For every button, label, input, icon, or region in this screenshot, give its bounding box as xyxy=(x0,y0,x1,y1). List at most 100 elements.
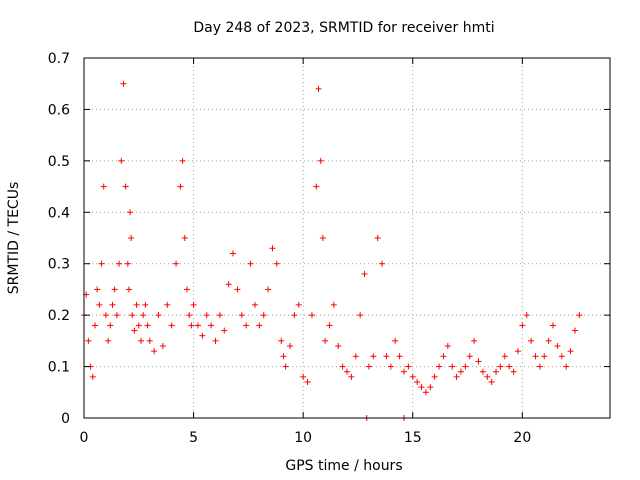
data-points xyxy=(81,80,583,421)
data-point xyxy=(184,286,191,293)
data-point xyxy=(528,337,535,344)
data-point xyxy=(449,363,456,370)
data-point xyxy=(352,353,359,360)
data-point xyxy=(571,327,578,334)
data-point xyxy=(100,183,107,190)
data-point xyxy=(221,327,228,334)
data-point xyxy=(392,337,399,344)
data-point xyxy=(484,373,491,380)
data-point xyxy=(125,286,132,293)
data-point xyxy=(466,353,473,360)
y-tick-label: 0.4 xyxy=(48,205,70,221)
data-point xyxy=(203,312,210,319)
data-point xyxy=(322,337,329,344)
y-tick-label: 0.1 xyxy=(48,360,70,376)
y-tick-label: 0.5 xyxy=(48,154,70,170)
data-point xyxy=(370,353,377,360)
data-point xyxy=(137,337,144,344)
data-point xyxy=(563,363,570,370)
data-point xyxy=(357,312,364,319)
data-point xyxy=(140,312,147,319)
data-point xyxy=(506,363,513,370)
data-point xyxy=(179,157,186,164)
data-point xyxy=(514,348,521,355)
data-point xyxy=(177,183,184,190)
data-point xyxy=(129,312,136,319)
x-tick-label: 0 xyxy=(80,430,89,446)
data-point xyxy=(105,337,112,344)
data-point xyxy=(365,363,372,370)
data-point xyxy=(418,384,425,391)
data-point xyxy=(243,322,250,329)
data-point xyxy=(554,343,561,349)
x-tick-label: 5 xyxy=(189,430,198,446)
data-point xyxy=(519,322,526,329)
data-point xyxy=(313,183,320,190)
data-point xyxy=(96,301,103,308)
data-point xyxy=(256,322,263,329)
data-point xyxy=(199,332,206,339)
data-point xyxy=(453,373,460,380)
data-point xyxy=(335,343,342,349)
data-point xyxy=(269,245,276,252)
data-point xyxy=(208,322,215,329)
data-point xyxy=(265,286,272,293)
y-tick-label: 0.7 xyxy=(48,51,70,67)
data-point xyxy=(168,322,175,329)
data-point xyxy=(98,260,105,267)
data-point xyxy=(111,286,118,293)
data-point xyxy=(282,363,289,370)
data-point xyxy=(186,312,193,319)
data-point xyxy=(523,312,530,319)
data-point xyxy=(558,353,565,360)
data-point xyxy=(501,353,508,360)
data-point xyxy=(317,157,324,164)
data-point xyxy=(225,281,232,288)
data-point xyxy=(567,348,574,355)
y-tick-label: 0.3 xyxy=(48,257,70,273)
data-point xyxy=(550,322,557,329)
data-point xyxy=(541,353,548,360)
data-point xyxy=(383,353,390,360)
data-point xyxy=(536,363,543,370)
data-point xyxy=(116,260,123,267)
data-point xyxy=(238,312,245,319)
data-point xyxy=(330,301,337,308)
data-point xyxy=(287,343,294,349)
y-axis-label: SRMTID / TECUs xyxy=(6,182,22,295)
data-point xyxy=(339,363,346,370)
data-point xyxy=(510,368,517,375)
y-tick-label: 0 xyxy=(61,411,70,427)
data-point xyxy=(497,363,504,370)
data-point xyxy=(120,80,127,87)
data-point xyxy=(128,235,135,241)
data-point xyxy=(400,368,407,375)
data-point xyxy=(212,337,219,344)
data-point xyxy=(278,337,285,344)
data-point xyxy=(188,322,195,329)
data-point xyxy=(190,301,197,308)
data-point xyxy=(251,301,258,308)
data-point xyxy=(396,353,403,360)
data-point xyxy=(532,353,539,360)
data-point xyxy=(107,322,114,329)
data-point xyxy=(414,379,421,385)
data-point xyxy=(361,271,368,277)
data-point xyxy=(545,337,552,344)
data-point xyxy=(127,209,134,216)
data-point xyxy=(405,363,412,370)
data-point xyxy=(488,379,495,385)
data-point xyxy=(89,373,96,380)
plot-frame xyxy=(83,57,611,419)
data-point xyxy=(273,260,280,267)
data-point xyxy=(422,389,429,396)
data-point xyxy=(122,183,129,190)
axis-ticks: 0 0.1 0.2 0.3 0.4 0.5 0.6 0.7 0 5 10 15 20 xyxy=(48,51,610,446)
data-point xyxy=(348,373,355,380)
data-point xyxy=(576,312,583,319)
data-point xyxy=(387,363,394,370)
data-point xyxy=(144,322,151,329)
data-point xyxy=(113,312,120,319)
data-point xyxy=(304,379,311,385)
data-point xyxy=(173,260,180,267)
